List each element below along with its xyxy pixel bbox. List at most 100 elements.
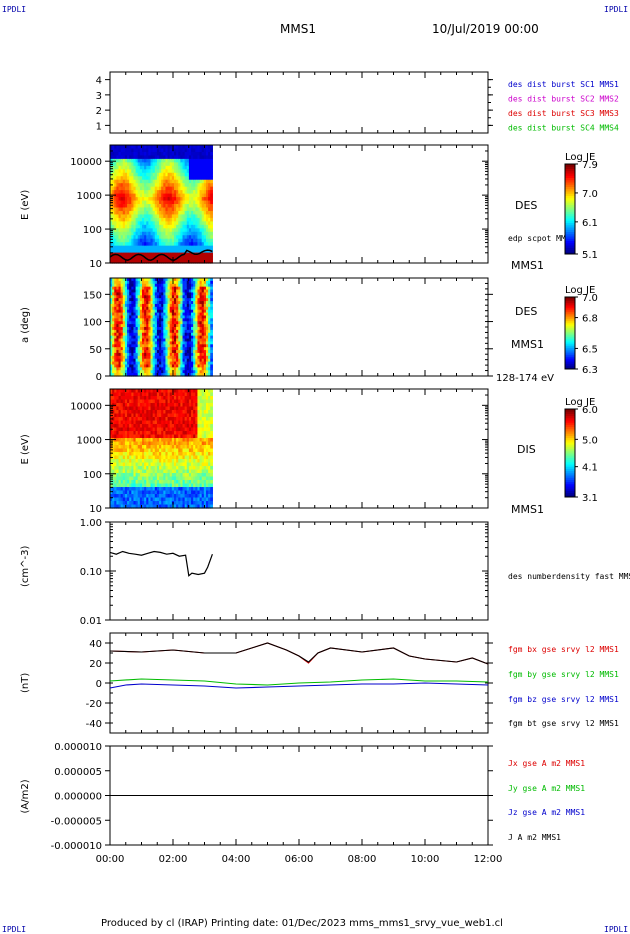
heatmap-cell	[150, 480, 154, 485]
heatmap-cell	[150, 224, 154, 229]
heatmap-cell	[203, 207, 207, 212]
heatmap-cell	[118, 238, 122, 243]
heatmap-cell	[165, 165, 169, 170]
heatmap-cell	[180, 193, 184, 198]
heatmap-cell	[148, 364, 152, 368]
heatmap-cell	[201, 361, 205, 366]
heatmap-cell	[205, 289, 209, 294]
heatmap-cell	[161, 332, 164, 337]
heatmap-cell	[122, 256, 126, 261]
heatmap-cell	[139, 370, 143, 374]
heatmap-cell	[188, 289, 192, 294]
heatmap-cell	[203, 283, 207, 288]
heatmap-cell	[124, 424, 128, 429]
heatmap-cell	[148, 399, 152, 404]
heatmap-cell	[137, 480, 141, 485]
heatmap-cell	[173, 238, 177, 243]
heatmap-cell	[110, 389, 113, 394]
heatmap-cell	[159, 438, 162, 443]
heatmap-cell	[150, 309, 154, 314]
heatmap-cell	[144, 452, 147, 457]
heatmap-cell	[146, 424, 149, 429]
heatmap-cell	[141, 235, 145, 240]
heatmap-cell	[193, 406, 196, 411]
heatmap-cell	[112, 329, 115, 334]
heatmap-cell	[180, 186, 184, 191]
heatmap-cell	[133, 497, 137, 502]
heatmap-cell	[124, 309, 128, 314]
heatmap-cell	[154, 315, 158, 319]
heatmap-cell	[171, 172, 175, 177]
heatmap-cell	[144, 214, 147, 219]
heatmap-cell	[148, 200, 152, 205]
heatmap-cell	[129, 327, 132, 331]
heatmap-cell	[154, 169, 158, 174]
heatmap-cell	[152, 487, 156, 492]
heatmap-cell	[141, 278, 145, 282]
heatmap-cell	[122, 312, 126, 317]
heatmap-cell	[124, 158, 128, 163]
heatmap-cell	[129, 462, 132, 467]
heatmap-cell	[163, 448, 167, 453]
heatmap-cell	[182, 427, 186, 432]
heatmap-cell	[156, 329, 160, 334]
heatmap-cell	[124, 242, 128, 247]
heatmap-cell	[176, 165, 179, 170]
heatmap-cell	[133, 295, 137, 299]
heatmap-cell	[173, 169, 177, 174]
heatmap-cell	[110, 480, 113, 485]
heatmap-cell	[184, 289, 188, 294]
heatmap-cell	[191, 504, 194, 509]
heatmap-cell	[129, 318, 132, 322]
heatmap-cell	[186, 427, 190, 432]
heatmap-cell	[156, 172, 160, 177]
heatmap-cell	[199, 295, 203, 299]
heatmap-cell	[173, 417, 177, 422]
heatmap-cell	[184, 176, 188, 181]
des-energy-colorbar-gradient-segment	[565, 200, 575, 203]
heatmap-cell	[163, 289, 167, 294]
heatmap-cell	[171, 238, 175, 243]
heatmap-cell	[195, 301, 199, 305]
heatmap-cell	[178, 406, 181, 411]
heatmap-cell	[208, 306, 211, 311]
heatmap-cell	[176, 434, 179, 439]
heatmap-cell	[148, 358, 152, 363]
heatmap-cell	[199, 292, 203, 296]
heatmap-cell	[120, 462, 124, 467]
heatmap-cell	[163, 324, 167, 328]
heatmap-cell	[203, 190, 207, 195]
heatmap-cell	[129, 431, 132, 436]
heatmap-cell	[186, 151, 190, 157]
heatmap-cell	[144, 469, 147, 474]
heatmap-cell	[124, 403, 128, 408]
heatmap-cell	[199, 176, 203, 181]
heatmap-cell	[144, 490, 147, 495]
heatmap-cell	[199, 207, 203, 212]
heatmap-cell	[182, 210, 186, 216]
heatmap-cell	[191, 501, 194, 506]
heatmap-cell	[156, 249, 160, 254]
heatmap-cell	[205, 295, 209, 299]
heatmap-cell	[205, 373, 209, 377]
heatmap-cell	[122, 367, 126, 371]
heatmap-cell	[133, 256, 137, 261]
heatmap-cell	[110, 396, 113, 401]
heatmap-cell	[152, 292, 156, 296]
heatmap-cell	[210, 224, 213, 229]
heatmap-cell	[163, 286, 167, 291]
heatmap-cell	[182, 466, 186, 471]
heatmap-cell	[137, 231, 141, 236]
heatmap-cell	[169, 162, 173, 167]
heatmap-cell	[159, 298, 162, 302]
heatmap-cell	[178, 210, 181, 216]
heatmap-cell	[139, 445, 143, 450]
heatmap-cell	[148, 469, 152, 474]
heatmap-cell	[173, 501, 177, 506]
heatmap-cell	[146, 389, 149, 394]
heatmap-cell	[137, 301, 141, 305]
heatmap-cell	[129, 200, 132, 205]
heatmap-cell	[133, 318, 137, 322]
heatmap-cell	[135, 301, 139, 305]
heatmap-cell	[110, 476, 113, 481]
